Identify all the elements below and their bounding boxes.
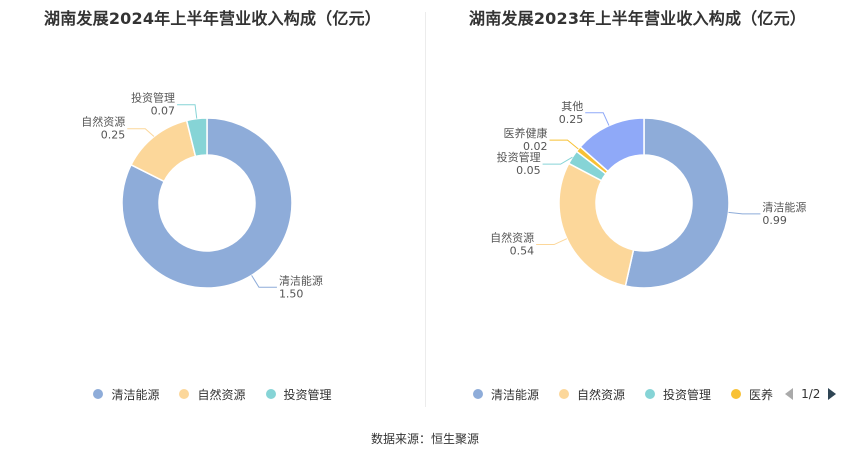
legend-label: 投资管理	[663, 387, 712, 402]
slice-label-value: 1.50	[279, 287, 304, 300]
slice-label-value: 0.02	[523, 140, 548, 153]
slice-label-name: 医养健康	[504, 126, 548, 140]
slice-label-name: 投资管理	[131, 91, 175, 105]
label-leader-line	[177, 104, 198, 119]
legend-swatch	[731, 389, 742, 399]
chart-legend: 清洁能源 自然资源 投资管理	[0, 384, 425, 404]
legend-page-indicator: 1/2	[801, 387, 821, 401]
legend-pager: 1/2	[785, 387, 837, 401]
slice-label-name: 清洁能源	[762, 200, 806, 214]
slice-label-name: 清洁能源	[279, 273, 323, 287]
legend-label: 清洁能源	[111, 387, 160, 402]
chart-panel-2023: 湖南发展2023年上半年营业收入构成（亿元） 清洁能源 0.99 自然资源 0.54 投…	[425, 0, 850, 420]
legend-item[interactable]: 投资管理	[645, 386, 711, 403]
legend-label: 投资管理	[283, 387, 332, 402]
legend-swatch	[265, 389, 276, 399]
slice-label-name: 投资管理	[497, 150, 541, 164]
label-leader-line	[542, 156, 573, 165]
slice-3[interactable]	[185, 117, 208, 158]
label-leader-line	[585, 112, 610, 126]
label-leader-line	[251, 275, 277, 288]
legend-item[interactable]: 清洁能源	[473, 386, 539, 403]
legend-swatch	[645, 389, 656, 399]
legend-item[interactable]: 自然资源	[559, 386, 625, 403]
legend-label: 自然资源	[197, 387, 246, 402]
legend-swatch	[473, 389, 483, 399]
slice-5[interactable]	[579, 117, 645, 173]
legend-swatch	[179, 389, 190, 399]
slice-2[interactable]	[558, 162, 635, 287]
slice-label-value: 0.07	[151, 105, 176, 118]
legend-item[interactable]: 医养	[731, 386, 773, 403]
slice-label-name: 自然资源	[490, 231, 534, 245]
slice-label-value: 0.05	[516, 164, 541, 177]
slice-label-value: 0.99	[762, 214, 787, 227]
panel-divider	[425, 12, 426, 407]
chart-panel-2024: 湖南发展2024年上半年营业收入构成（亿元） 清洁能源 1.50 自然资源 0.25 投…	[0, 0, 425, 420]
chart-legend: 清洁能源 自然资源 投资管理 医养 1/2	[463, 384, 843, 404]
slice-1[interactable]	[624, 117, 730, 289]
legend-item[interactable]: 清洁能源	[93, 386, 159, 403]
slice-label-name: 其他	[561, 100, 583, 113]
data-source: 数据来源：恒生聚源	[370, 432, 479, 446]
legend-item[interactable]: 投资管理	[265, 386, 332, 403]
chart-title: 湖南发展2024年上半年营业收入构成（亿元）	[44, 9, 381, 28]
legend-item[interactable]: 自然资源	[179, 386, 246, 403]
legend-label: 清洁能源	[491, 387, 540, 402]
slice-1[interactable]	[121, 117, 293, 289]
slice-label-value: 0.54	[510, 245, 535, 258]
legend-label: 医养	[749, 387, 774, 402]
legend-swatch	[93, 389, 104, 399]
slice-label-value: 0.25	[101, 129, 126, 142]
slice-label-value: 0.25	[559, 113, 584, 126]
legend-label: 自然资源	[577, 387, 626, 402]
label-leader-line	[549, 139, 579, 150]
slice-label-name: 自然资源	[81, 115, 125, 129]
label-leader-line	[728, 211, 761, 215]
legend-swatch	[559, 389, 570, 399]
label-leader-line	[536, 238, 568, 246]
chart-title: 湖南发展2023年上半年营业收入构成（亿元）	[469, 9, 806, 28]
legend-prev-icon[interactable]	[785, 388, 794, 400]
label-leader-line	[127, 128, 155, 137]
legend-next-icon[interactable]	[828, 388, 837, 400]
